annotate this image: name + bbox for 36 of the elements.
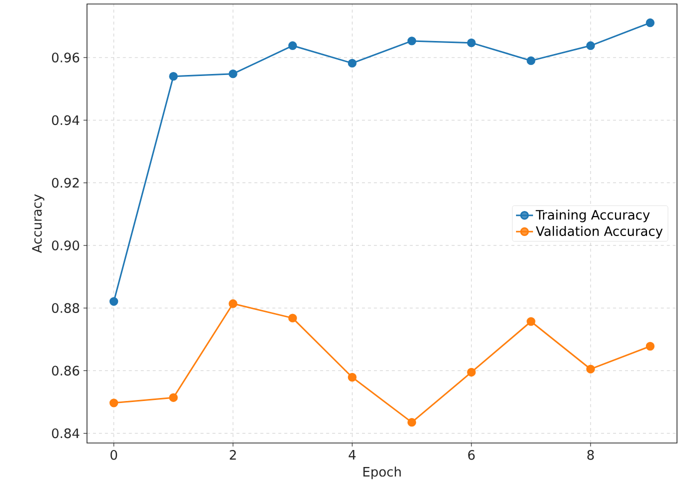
- y-axis-title: Accuracy: [32, 194, 44, 253]
- point: [228, 299, 238, 308]
- point: [646, 18, 655, 28]
- point: [288, 41, 297, 50]
- y-tick-label: 0.86: [52, 366, 80, 376]
- point: [169, 393, 178, 402]
- x-tick-label: 4: [348, 450, 356, 460]
- point: [646, 342, 655, 351]
- x-tick-label: 2: [230, 450, 236, 460]
- y-tick-label: 0.88: [52, 303, 80, 313]
- point: [109, 297, 118, 306]
- point: [526, 317, 536, 326]
- y-tick-label: 0.92: [52, 178, 79, 188]
- point: [109, 398, 118, 408]
- point: [467, 368, 476, 377]
- point: [348, 372, 357, 382]
- point: [348, 58, 357, 68]
- point: [169, 72, 178, 81]
- point: [586, 364, 595, 374]
- point: [288, 314, 297, 322]
- y-tick-label: 0.90: [52, 240, 80, 250]
- point: [407, 36, 416, 46]
- point: [526, 56, 536, 66]
- x-tick-label: 8: [587, 450, 594, 460]
- x-tick-label: 0: [110, 450, 118, 460]
- legend-label: Validation Accuracy: [536, 226, 663, 239]
- y-tick-label: 0.84: [52, 428, 80, 438]
- point: [467, 38, 476, 48]
- point: [228, 69, 238, 78]
- x-tick-label: 6: [468, 450, 475, 460]
- y-tick-label: 0.94: [52, 115, 80, 126]
- x-axis-title: Epoch: [363, 466, 401, 480]
- y-tick-label: 0.96: [52, 52, 80, 62]
- point: [407, 418, 416, 427]
- legend-label: Training Accuracy: [536, 210, 650, 222]
- point: [586, 41, 595, 50]
